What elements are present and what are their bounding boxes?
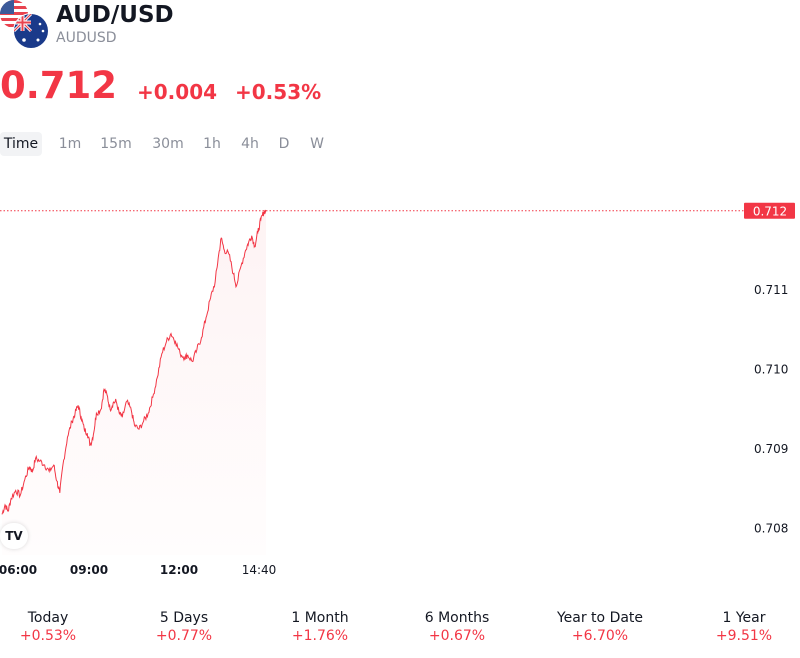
period-value: +9.51%	[715, 628, 773, 644]
tab-4h[interactable]: 4h	[241, 136, 259, 152]
x-tick-label: 06:00	[0, 563, 37, 577]
period-today[interactable]: Today +0.53%	[0, 610, 108, 644]
period-value: +0.67%	[428, 628, 486, 644]
period-value: +0.53%	[19, 628, 77, 644]
y-tick-label: 0.709	[754, 442, 788, 456]
last-price-badge: 0.712	[744, 202, 795, 219]
period-value: +6.70%	[571, 628, 629, 644]
y-tick-label: 0.710	[754, 362, 788, 376]
tab-30m[interactable]: 30m	[152, 136, 184, 152]
y-axis: 0.708 0.709 0.710 0.711	[754, 283, 788, 536]
period-label: 1 Month	[291, 610, 349, 626]
tab-1h[interactable]: 1h	[203, 136, 221, 152]
tab-w[interactable]: W	[310, 136, 324, 152]
currency-pair-flags	[0, 0, 50, 50]
tab-1m[interactable]: 1m	[58, 136, 82, 152]
period-1-month[interactable]: 1 Month +1.76%	[260, 610, 380, 644]
australia-flag-icon	[14, 14, 48, 48]
last-price-label: 0.712	[753, 204, 787, 218]
x-axis: 06:00 09:00 12:00 14:40	[0, 563, 276, 577]
tab-15m[interactable]: 15m	[100, 136, 132, 152]
price-chart[interactable]: 0.708 0.709 0.710 0.711 06:00 09:00 12:00 14:4…	[0, 160, 800, 590]
price-change-percent: +0.53%	[235, 80, 322, 104]
price-change-absolute: +0.004	[137, 80, 218, 104]
current-price: 0.712	[0, 64, 118, 107]
period-label: Year to Date	[556, 610, 644, 626]
page-title: AUD/USD	[56, 2, 174, 28]
period-label: 6 Months	[424, 610, 490, 626]
period-1-year[interactable]: 1 Year +9.51%	[684, 610, 800, 644]
period-label: Today	[27, 610, 69, 626]
x-tick-label: 09:00	[70, 563, 108, 577]
tab-d[interactable]: D	[278, 136, 290, 152]
x-tick-label: 12:00	[160, 563, 198, 577]
tradingview-logo-icon[interactable]: TV	[0, 523, 28, 549]
period-6-months[interactable]: 6 Months +0.67%	[397, 610, 517, 644]
series-line	[1, 209, 267, 515]
y-tick-label: 0.708	[754, 522, 788, 536]
symbol-code: AUDUSD	[56, 30, 117, 46]
series-area-fill	[2, 209, 266, 555]
period-label: 5 Days	[159, 610, 209, 626]
performance-periods: Today +0.53% 5 Days +0.77% 1 Month +1.76…	[0, 604, 800, 654]
period-5-days[interactable]: 5 Days +0.77%	[124, 610, 244, 644]
period-year-to-date[interactable]: Year to Date +6.70%	[540, 610, 660, 644]
period-value: +1.76%	[291, 628, 349, 644]
period-value: +0.77%	[155, 628, 213, 644]
x-tick-label: 14:40	[242, 563, 277, 577]
y-tick-label: 0.711	[754, 283, 788, 297]
period-label: 1 Year	[722, 610, 766, 626]
tab-time[interactable]: Time	[0, 132, 42, 156]
